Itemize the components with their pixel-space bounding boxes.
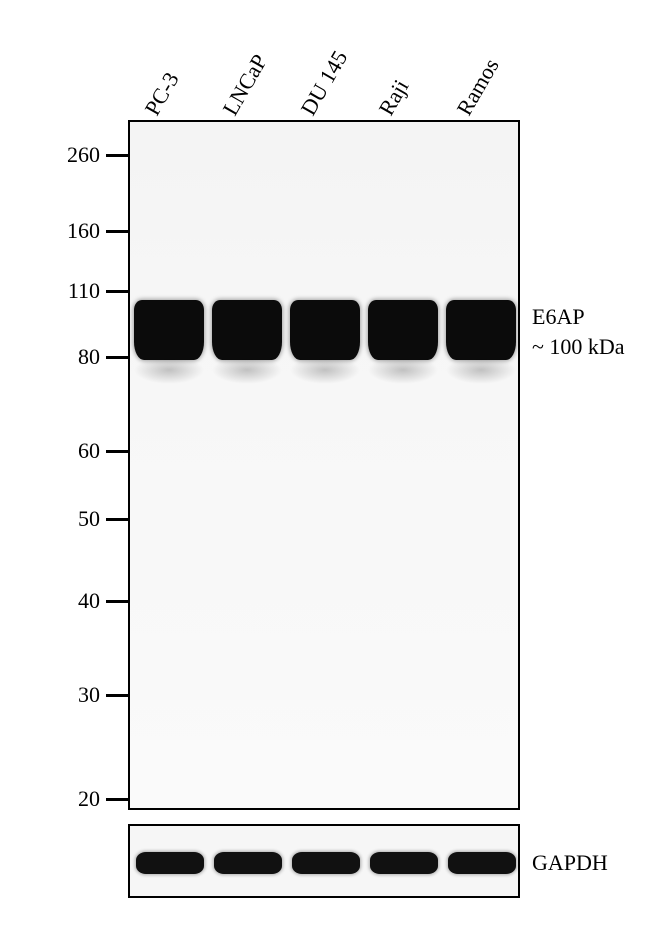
mw-value: 260 (56, 142, 100, 168)
e6ap-band-lane3 (290, 300, 360, 360)
mw-value: 30 (56, 682, 100, 708)
mw-marker: 110 (22, 278, 132, 304)
mw-value: 40 (56, 588, 100, 614)
lane-labels-row: PC-3 LNCaP DU 145 Raji Ramos (128, 20, 520, 120)
loading-control-panel (128, 824, 520, 898)
band-smear-icon (446, 356, 516, 384)
band-smear-icon (368, 356, 438, 384)
e6ap-band-lane5 (446, 300, 516, 360)
mw-value: 160 (56, 218, 100, 244)
mw-value: 20 (56, 786, 100, 812)
target-protein-label: E6AP (532, 304, 585, 330)
mw-marker: 40 (22, 588, 132, 614)
mw-marker: 50 (22, 506, 132, 532)
loading-control-label: GAPDH (532, 850, 608, 876)
band-smear-icon (134, 356, 204, 384)
target-kda-label: ~ 100 kDa (532, 334, 625, 360)
mw-value: 80 (56, 344, 100, 370)
e6ap-band-lane1 (134, 300, 204, 360)
gapdh-band-lane5 (448, 852, 516, 874)
lane-label-raji: Raji (373, 75, 414, 120)
lane-label-du145: DU 145 (295, 46, 353, 120)
mw-marker: 60 (22, 438, 132, 464)
gapdh-band-lane4 (370, 852, 438, 874)
mw-value: 60 (56, 438, 100, 464)
e6ap-band-lane4 (368, 300, 438, 360)
gapdh-band-lane1 (136, 852, 204, 874)
mw-marker: 80 (22, 344, 132, 370)
mw-marker: 30 (22, 682, 132, 708)
gapdh-band-lane2 (214, 852, 282, 874)
mw-marker: 160 (22, 218, 132, 244)
band-smear-icon (212, 356, 282, 384)
main-blot-panel (128, 120, 520, 810)
mw-value: 50 (56, 506, 100, 532)
mw-marker: 260 (22, 142, 132, 168)
mw-marker: 20 (22, 786, 132, 812)
e6ap-band-lane2 (212, 300, 282, 360)
lane-label-lncap: LNCaP (217, 50, 273, 120)
band-smear-icon (290, 356, 360, 384)
mw-value: 110 (56, 278, 100, 304)
gapdh-band-lane3 (292, 852, 360, 874)
lane-label-pc3: PC-3 (139, 68, 184, 120)
lane-label-ramos: Ramos (451, 54, 504, 120)
western-blot-figure: PC-3 LNCaP DU 145 Raji Ramos 260 160 110… (0, 0, 650, 950)
